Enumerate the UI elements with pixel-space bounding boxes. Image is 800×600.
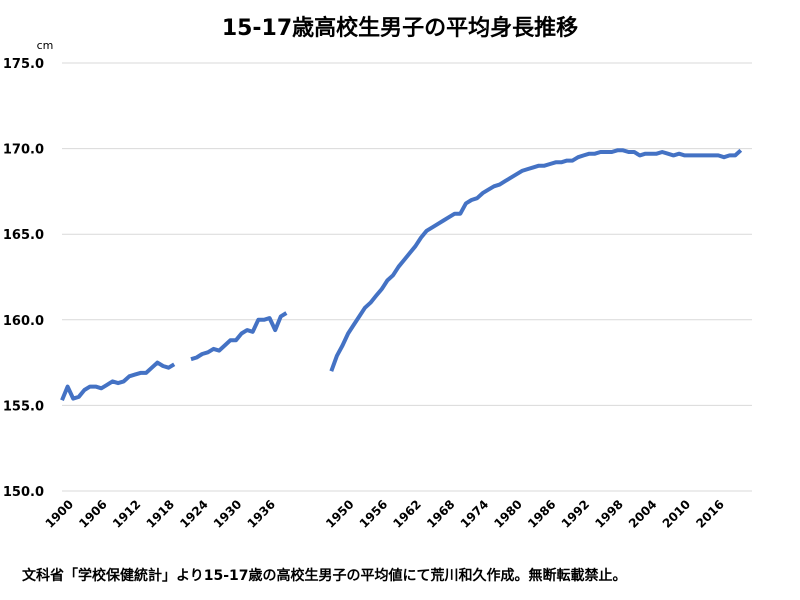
chart-title: 15-17歳高校生男子の平均身長推移 xyxy=(221,16,579,41)
y-tick-label: 160.0 xyxy=(3,314,44,329)
x-tick-label: 1936 xyxy=(245,497,279,531)
x-tick-label: 1906 xyxy=(76,497,110,531)
x-tick-label: 1900 xyxy=(43,497,77,531)
x-tick-label: 1912 xyxy=(110,497,144,531)
x-tick-label: 1974 xyxy=(458,497,492,531)
y-tick-label: 165.0 xyxy=(3,228,44,243)
x-tick-label: 1992 xyxy=(559,497,593,531)
series-line-segment xyxy=(60,360,176,402)
x-tick-label: 1962 xyxy=(390,497,424,531)
series-line-segment xyxy=(329,148,743,372)
x-tick-label: 1968 xyxy=(424,497,458,531)
x-tick-label: 1924 xyxy=(177,497,211,531)
x-tick-label: 1986 xyxy=(525,497,559,531)
y-tick-label: 150.0 xyxy=(3,485,44,500)
x-tick-label: 1950 xyxy=(323,497,357,531)
x-tick-label: 1956 xyxy=(357,497,391,531)
x-tick-label: 1980 xyxy=(491,497,525,531)
source-note: 文科省「学校保健統計」より15-17歳の高校生男子の平均値にて荒川和久作成。無断… xyxy=(22,568,627,584)
y-tick-label: 170.0 xyxy=(3,143,44,158)
x-tick-label: 1930 xyxy=(211,497,245,531)
y-tick-label: 175.0 xyxy=(3,57,44,72)
x-tick-label: 2016 xyxy=(693,497,727,531)
x-tick-label: 1998 xyxy=(592,497,626,531)
series-line-segment xyxy=(190,311,288,362)
x-tick-label: 1918 xyxy=(144,497,178,531)
x-tick-label: 2010 xyxy=(660,497,694,531)
y-tick-label: 155.0 xyxy=(3,399,44,414)
y-axis-unit: cm xyxy=(37,39,54,52)
x-tick-label: 2004 xyxy=(626,497,660,531)
